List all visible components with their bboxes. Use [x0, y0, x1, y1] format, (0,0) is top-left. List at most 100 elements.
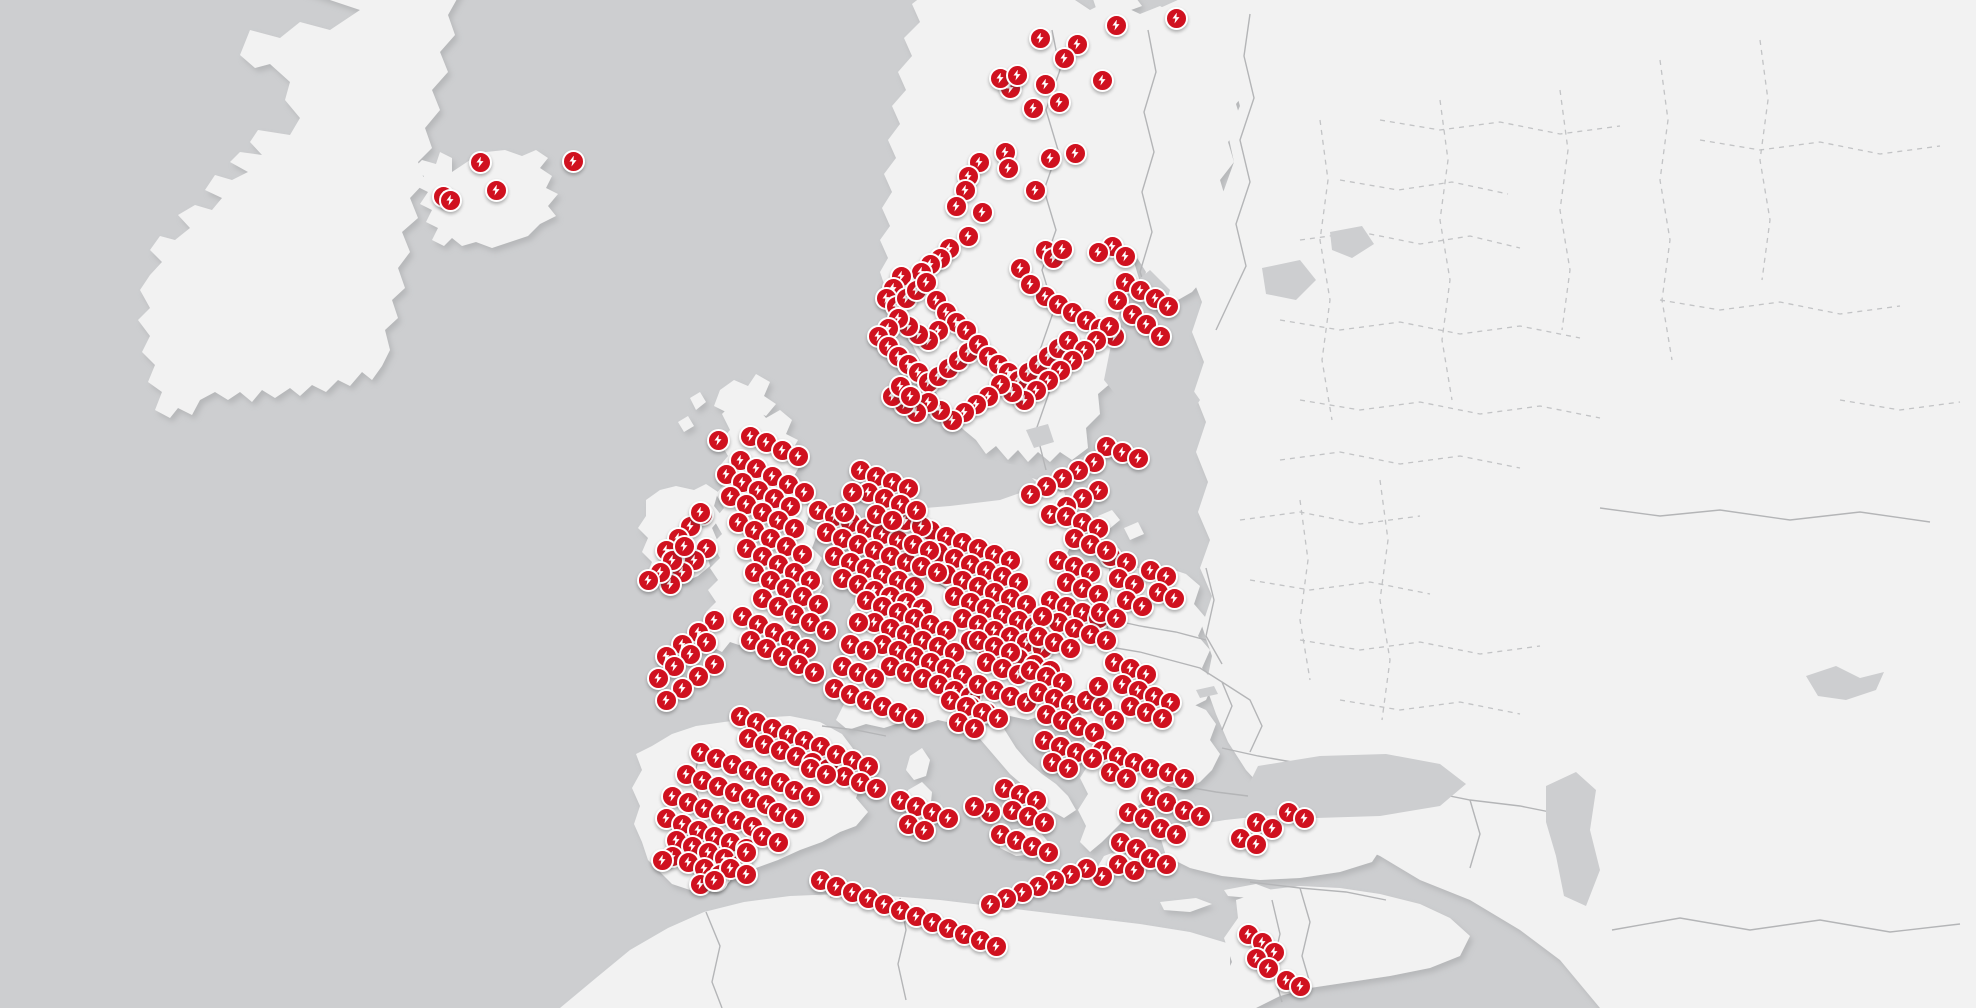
charging-station-marker[interactable] [1114, 766, 1138, 790]
charging-station-marker[interactable] [468, 150, 492, 174]
charging-station-marker[interactable] [1164, 6, 1188, 30]
charging-station-marker[interactable] [970, 200, 994, 224]
charging-station-marker[interactable] [561, 149, 585, 173]
charging-station-marker[interactable] [925, 560, 949, 584]
charging-station-marker[interactable] [1172, 766, 1196, 790]
charging-station-marker[interactable] [1292, 806, 1316, 830]
charging-station-marker[interactable] [1104, 606, 1128, 630]
charging-station-marker[interactable] [840, 480, 864, 504]
charging-station-marker[interactable] [832, 500, 856, 524]
water-vanern [1026, 424, 1054, 448]
charging-station-marker[interactable] [646, 666, 670, 690]
charging-station-marker[interactable] [912, 818, 936, 842]
charging-station-marker[interactable] [1148, 324, 1172, 348]
charging-station-marker[interactable] [672, 534, 696, 558]
charging-station-marker[interactable] [1156, 294, 1180, 318]
charging-station-marker[interactable] [702, 868, 726, 892]
charging-station-marker[interactable] [1058, 636, 1082, 660]
charging-station-marker[interactable] [814, 618, 838, 642]
charging-station-marker[interactable] [854, 638, 878, 662]
charging-station-marker[interactable] [1063, 141, 1087, 165]
charging-station-marker[interactable] [984, 934, 1008, 958]
charging-station-marker[interactable] [636, 568, 660, 592]
charging-station-marker[interactable] [1113, 244, 1137, 268]
charging-station-marker[interactable] [862, 666, 886, 690]
charging-station-marker[interactable] [782, 806, 806, 830]
charging-station-marker[interactable] [1154, 852, 1178, 876]
charging-station-marker[interactable] [1086, 674, 1110, 698]
water-ladoga [1262, 260, 1316, 300]
charging-station-marker[interactable] [650, 848, 674, 872]
charging-station-marker[interactable] [914, 270, 938, 294]
charging-station-marker[interactable] [1030, 604, 1054, 628]
charging-station-marker[interactable] [996, 156, 1020, 180]
land-greenland-east [380, 96, 430, 120]
charging-station-marker[interactable] [1162, 586, 1186, 610]
charging-station-marker[interactable] [484, 178, 508, 202]
charging-station-marker[interactable] [846, 610, 870, 634]
charging-station-marker[interactable] [1288, 974, 1312, 998]
charging-station-marker[interactable] [1036, 840, 1060, 864]
charging-station-marker[interactable] [902, 706, 926, 730]
charging-station-marker[interactable] [786, 444, 810, 468]
charging-station-marker[interactable] [1056, 756, 1080, 780]
charging-station-marker[interactable] [986, 706, 1010, 730]
charging-station-marker[interactable] [1256, 956, 1280, 980]
charging-station-marker[interactable] [904, 498, 928, 522]
charging-station-marker[interactable] [654, 688, 678, 712]
charging-station-marker[interactable] [1164, 822, 1188, 846]
charging-station-marker[interactable] [962, 794, 986, 818]
charging-station-marker[interactable] [1038, 146, 1062, 170]
land-denmark-islands [1098, 510, 1144, 540]
charging-station-marker[interactable] [1104, 13, 1128, 37]
charging-station-marker[interactable] [766, 830, 790, 854]
charging-station-marker[interactable] [1126, 446, 1150, 470]
charging-station-marker[interactable] [1150, 706, 1174, 730]
charging-station-marker[interactable] [1102, 708, 1126, 732]
charging-station-marker[interactable] [1032, 810, 1056, 834]
charging-station-marker[interactable] [438, 188, 462, 212]
land-corsica [906, 748, 930, 780]
land-cyprus [1224, 884, 1272, 898]
charging-station-marker[interactable] [962, 716, 986, 740]
charging-station-marker[interactable] [798, 784, 822, 808]
charging-station-marker[interactable] [1023, 178, 1047, 202]
water-caspian [1546, 772, 1600, 906]
charging-station-marker[interactable] [1260, 816, 1284, 840]
charging-station-marker[interactable] [1188, 804, 1212, 828]
water-aral [1806, 666, 1884, 700]
charging-station-marker[interactable] [706, 428, 730, 452]
charging-station-marker[interactable] [898, 384, 922, 408]
charging-station-marker[interactable] [944, 194, 968, 218]
charging-station-marker[interactable] [1028, 26, 1052, 50]
charging-station-marker[interactable] [734, 862, 758, 886]
charging-station-marker[interactable] [1130, 594, 1154, 618]
charging-station-marker[interactable] [1090, 68, 1114, 92]
charging-station-marker[interactable] [978, 892, 1002, 916]
charging-station-marker[interactable] [880, 508, 904, 532]
charging-station-marker[interactable] [956, 224, 980, 248]
charging-station-marker[interactable] [1094, 538, 1118, 562]
charging-station-marker[interactable] [1018, 272, 1042, 296]
charging-station-marker[interactable] [1052, 46, 1076, 70]
charging-station-marker[interactable] [814, 762, 838, 786]
charging-station-marker[interactable] [1021, 96, 1045, 120]
charging-station-marker[interactable] [864, 776, 888, 800]
charging-station-marker[interactable] [688, 500, 712, 524]
land-turkey [1160, 814, 1384, 880]
charging-station-marker[interactable] [1047, 90, 1071, 114]
charging-station-marker[interactable] [1018, 482, 1042, 506]
land-north-africa [560, 894, 1230, 1008]
charging-station-marker[interactable] [1080, 746, 1104, 770]
charging-station-marker[interactable] [802, 660, 826, 684]
charging-station-marker[interactable] [1105, 288, 1129, 312]
charging-station-marker[interactable] [1244, 832, 1268, 856]
charging-station-marker[interactable] [1086, 240, 1110, 264]
charging-station-marker[interactable] [1094, 628, 1118, 652]
charging-station-marker[interactable] [936, 806, 960, 830]
charging-station-marker[interactable] [1050, 237, 1074, 261]
charging-station-marker[interactable] [1005, 63, 1029, 87]
charging-station-marker[interactable] [1033, 72, 1057, 96]
